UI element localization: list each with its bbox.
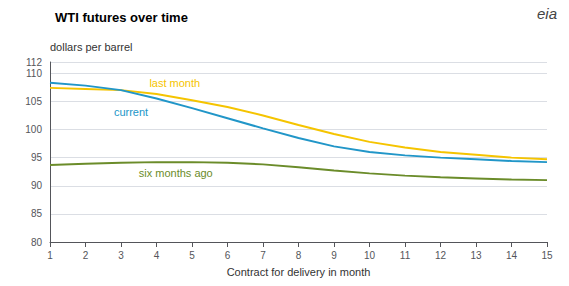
svg-text:Contract for delivery in month: Contract for delivery in month	[227, 266, 371, 278]
svg-text:11: 11	[400, 250, 411, 261]
svg-text:eia: eia	[537, 5, 557, 22]
svg-text:1: 1	[47, 250, 53, 261]
svg-text:15: 15	[541, 250, 553, 261]
svg-text:12: 12	[435, 250, 447, 261]
svg-text:85: 85	[31, 208, 43, 219]
svg-text:2: 2	[83, 250, 89, 261]
svg-text:14: 14	[506, 250, 518, 261]
svg-text:dollars per barrel: dollars per barrel	[50, 41, 133, 53]
svg-text:13: 13	[470, 250, 482, 261]
svg-text:10: 10	[364, 250, 376, 261]
svg-text:90: 90	[31, 180, 43, 191]
svg-text:8: 8	[296, 250, 302, 261]
svg-text:WTI futures over time: WTI futures over time	[55, 10, 188, 25]
svg-text:3: 3	[118, 250, 124, 261]
svg-text:110: 110	[26, 68, 42, 79]
svg-text:80: 80	[31, 237, 43, 248]
svg-text:112: 112	[26, 57, 42, 68]
svg-text:95: 95	[31, 152, 43, 163]
svg-text:six months ago: six months ago	[139, 167, 213, 179]
svg-text:105: 105	[25, 96, 42, 107]
svg-text:7: 7	[260, 250, 266, 261]
svg-text:9: 9	[331, 250, 337, 261]
svg-text:4: 4	[154, 250, 160, 261]
svg-text:100: 100	[25, 124, 42, 135]
svg-text:6: 6	[225, 250, 231, 261]
svg-text:current: current	[114, 106, 148, 118]
svg-text:5: 5	[189, 250, 195, 261]
svg-text:last month: last month	[149, 77, 200, 89]
